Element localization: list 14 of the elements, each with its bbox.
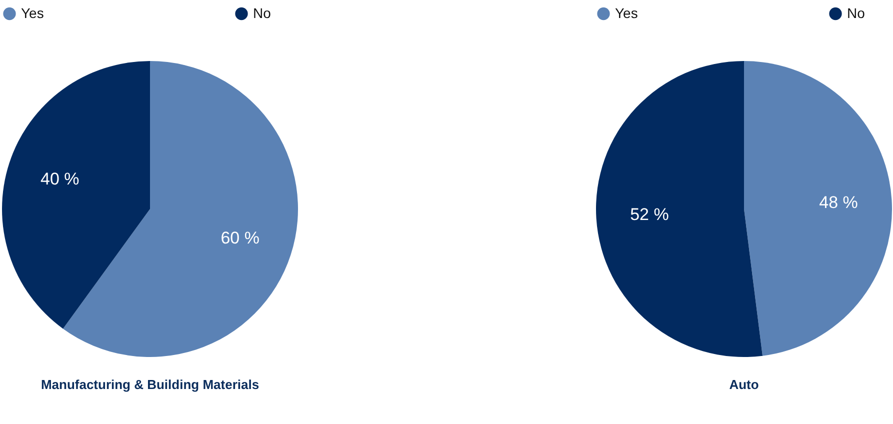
data-label: 40 % <box>40 170 80 189</box>
legend-label: Yes <box>21 4 44 21</box>
legend-label: Yes <box>615 4 638 21</box>
pie-slice <box>63 61 298 357</box>
data-label: 52 % <box>630 204 669 224</box>
pie-slice <box>744 61 892 356</box>
data-label: 60 % <box>220 228 260 248</box>
pie-slice <box>596 61 763 357</box>
text: Auto <box>729 377 759 392</box>
data-label: 48 % <box>819 193 858 212</box>
legend-label: No <box>253 4 272 21</box>
pie-slice <box>2 61 150 329</box>
text: Manufacturing & Building Materials <box>40 377 260 392</box>
legend-label: No <box>847 4 866 21</box>
